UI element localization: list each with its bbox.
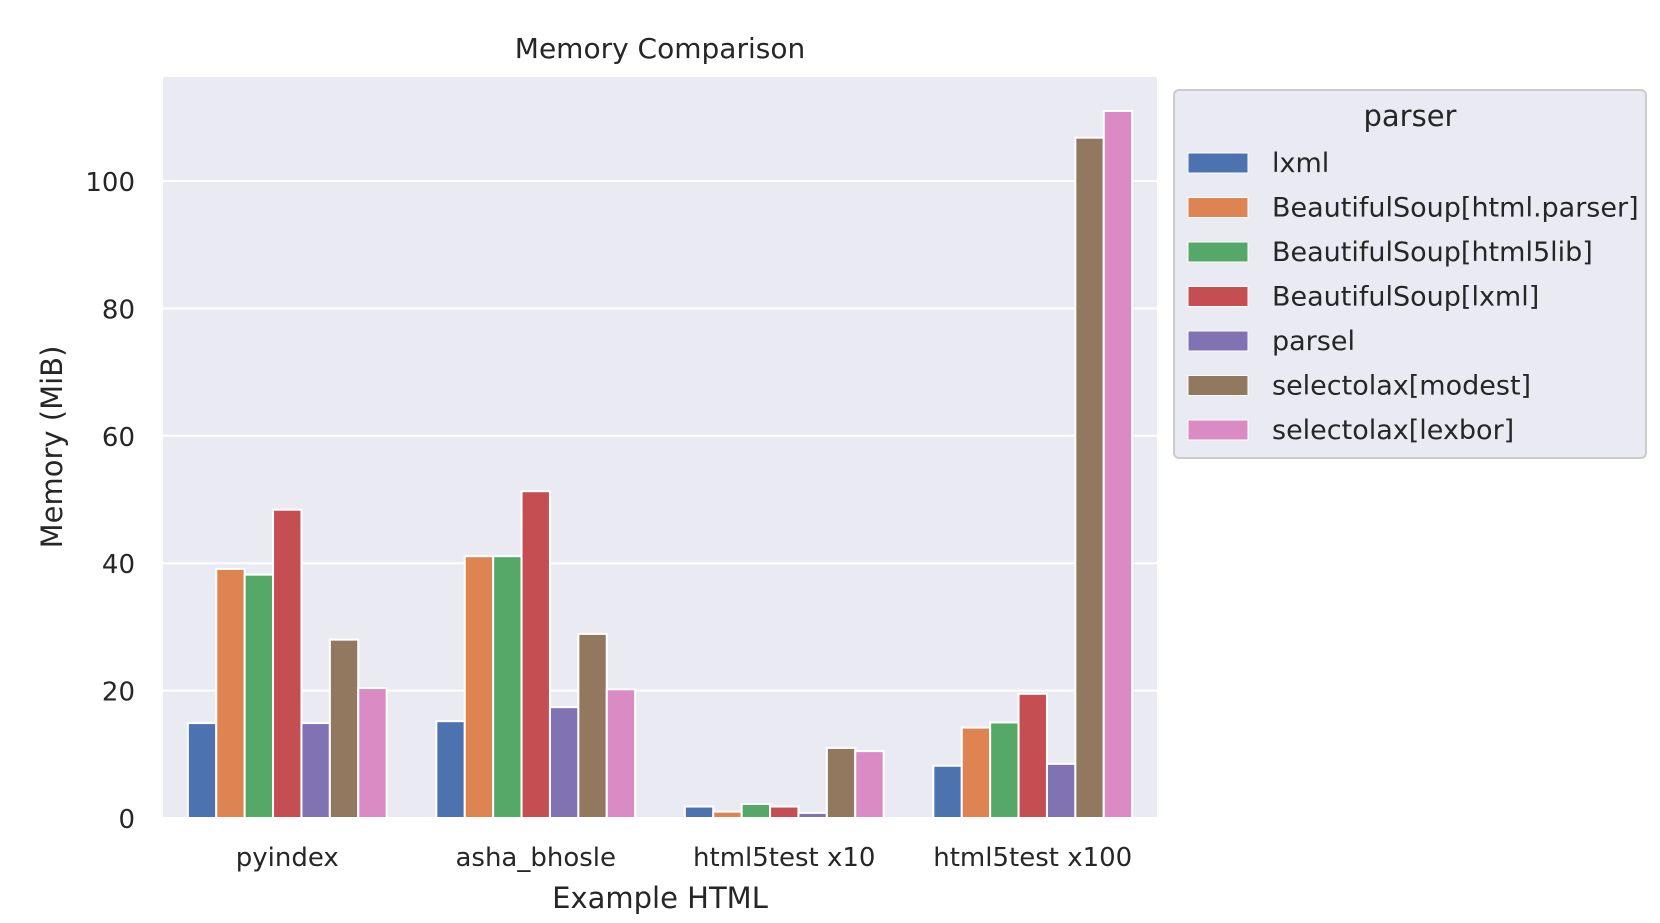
y-tick-label: 40 [102, 550, 135, 580]
legend-label: selectolax[lexbor] [1272, 415, 1514, 446]
legend-swatch [1187, 330, 1249, 352]
y-axis-label: Memory (MiB) [35, 346, 69, 549]
bar-beautifulsoup-html-parser--html5test-x100 [960, 726, 992, 820]
legend-swatch [1187, 286, 1249, 307]
legend-label: BeautifulSoup[html.parser] [1272, 193, 1639, 224]
legend-title: parser [1364, 99, 1457, 133]
bar-beautifulsoup-html5lib--html5test-x100 [989, 721, 1020, 820]
bar-lxml-pyindex [186, 722, 218, 819]
legend-swatch [1187, 375, 1249, 396]
bar-beautifulsoup-html5lib--asha-bhosle [492, 555, 523, 819]
bar-beautifulsoup-html-parser--pyindex [215, 567, 246, 819]
bar-beautifulsoup-lxml--pyindex [272, 508, 303, 819]
bar-beautifulsoup-lxml--html5test-x10 [769, 805, 800, 819]
legend-label: BeautifulSoup[html5lib] [1272, 237, 1593, 268]
y-tick-label: 80 [102, 295, 135, 325]
bar-selectolax-modest--pyindex [328, 638, 360, 820]
bar-lxml-html5test-x10 [683, 805, 715, 819]
legend-swatch [1187, 419, 1249, 441]
bar-selectolax-modest--html5test-x100 [1074, 136, 1105, 819]
bar-lxml-html5test-x100 [932, 764, 963, 819]
bar-beautifulsoup-lxml--asha-bhosle [520, 490, 551, 819]
x-tick-label: html5test x10 [693, 843, 875, 873]
plot-background [163, 77, 1157, 818]
bars [186, 109, 1134, 820]
bar-beautifulsoup-lxml--html5test-x100 [1017, 692, 1048, 819]
bar-selectolax-modest--html5test-x10 [825, 746, 857, 819]
bar-selectolax-lexbor--html5test-x100 [1102, 109, 1134, 820]
x-tick-label: asha_bhosle [455, 843, 616, 873]
y-tick-label: 20 [102, 678, 135, 708]
legend-box [1173, 89, 1647, 459]
bar-beautifulsoup-html-parser--asha-bhosle [463, 555, 495, 819]
legend-label: parsel [1272, 326, 1355, 357]
bar-beautifulsoup-html5lib--html5test-x10 [740, 802, 772, 820]
legend: parser lxml BeautifulSoup[html.parser] Bea… [1173, 89, 1647, 459]
x-tick-label: html5test x100 [933, 843, 1132, 873]
legend-swatch [1187, 152, 1249, 174]
bar-selectolax-modest--asha-bhosle [577, 632, 608, 819]
x-axis-label: Example HTML [552, 881, 768, 915]
chart-title: Memory Comparison [515, 32, 805, 65]
legend-label: BeautifulSoup[lxml] [1272, 282, 1539, 313]
bar-parsel-html5test-x100 [1045, 762, 1077, 819]
bar-selectolax-lexbor--html5test-x10 [854, 750, 885, 819]
y-tick-label: 0 [118, 805, 135, 835]
y-tick-label: 100 [85, 168, 135, 198]
legend-label: selectolax[modest] [1272, 371, 1531, 402]
bar-parsel-html5test-x10 [797, 811, 828, 819]
bar-selectolax-lexbor--asha-bhosle [605, 688, 637, 819]
bar-parsel-asha-bhosle [548, 706, 580, 819]
y-tick-label: 60 [102, 423, 135, 453]
bar-lxml-asha-bhosle [435, 720, 466, 820]
bar-parsel-pyindex [300, 722, 331, 819]
bar-beautifulsoup-html5lib--pyindex [243, 573, 275, 820]
y-tick-labels: 0 20 40 60 80 100 [85, 168, 135, 835]
legend-swatch [1187, 197, 1249, 218]
x-tick-labels: pyindex asha_bhosle html5test x10 html5test… [236, 843, 1133, 873]
legend-swatch [1187, 241, 1249, 263]
bar-selectolax-lexbor--pyindex [357, 687, 388, 819]
x-tick-label: pyindex [236, 843, 339, 873]
legend-label: lxml [1272, 148, 1329, 179]
bar-beautifulsoup-html-parser--html5test-x10 [712, 810, 743, 820]
